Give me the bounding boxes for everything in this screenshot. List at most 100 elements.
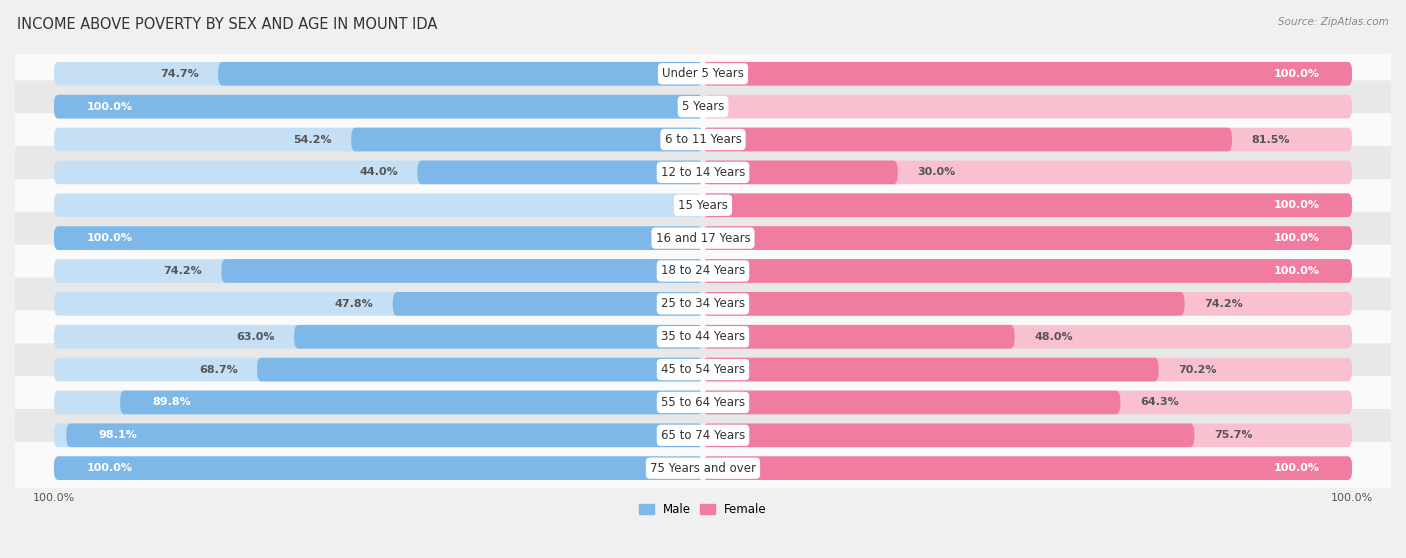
- FancyBboxPatch shape: [0, 409, 1406, 461]
- Text: 55 to 64 Years: 55 to 64 Years: [661, 396, 745, 409]
- FancyBboxPatch shape: [703, 358, 1159, 382]
- Text: 47.8%: 47.8%: [335, 299, 373, 309]
- FancyBboxPatch shape: [0, 277, 1406, 330]
- FancyBboxPatch shape: [703, 259, 1353, 283]
- FancyBboxPatch shape: [703, 227, 1353, 250]
- Text: 35 to 44 Years: 35 to 44 Years: [661, 330, 745, 343]
- FancyBboxPatch shape: [257, 358, 703, 382]
- Text: 74.2%: 74.2%: [1204, 299, 1243, 309]
- Text: 70.2%: 70.2%: [1178, 364, 1216, 374]
- Text: 100.0%: 100.0%: [1274, 69, 1320, 79]
- Text: Source: ZipAtlas.com: Source: ZipAtlas.com: [1278, 17, 1389, 27]
- Text: 16 and 17 Years: 16 and 17 Years: [655, 232, 751, 244]
- Text: 75.7%: 75.7%: [1213, 430, 1253, 440]
- FancyBboxPatch shape: [294, 325, 703, 349]
- FancyBboxPatch shape: [0, 146, 1406, 199]
- Text: 54.2%: 54.2%: [292, 134, 332, 145]
- FancyBboxPatch shape: [0, 47, 1406, 100]
- Text: 68.7%: 68.7%: [198, 364, 238, 374]
- FancyBboxPatch shape: [53, 62, 703, 85]
- Text: 89.8%: 89.8%: [153, 397, 191, 407]
- FancyBboxPatch shape: [53, 391, 703, 414]
- Text: 15 Years: 15 Years: [678, 199, 728, 211]
- FancyBboxPatch shape: [418, 161, 703, 184]
- FancyBboxPatch shape: [703, 325, 1353, 349]
- FancyBboxPatch shape: [0, 113, 1406, 166]
- FancyBboxPatch shape: [703, 161, 1353, 184]
- FancyBboxPatch shape: [703, 95, 1353, 118]
- Text: 5 Years: 5 Years: [682, 100, 724, 113]
- Text: 25 to 34 Years: 25 to 34 Years: [661, 297, 745, 310]
- Text: 30.0%: 30.0%: [917, 167, 956, 177]
- Text: 18 to 24 Years: 18 to 24 Years: [661, 264, 745, 277]
- Text: 74.2%: 74.2%: [163, 266, 202, 276]
- FancyBboxPatch shape: [53, 456, 703, 480]
- Text: 6 to 11 Years: 6 to 11 Years: [665, 133, 741, 146]
- Text: 65 to 74 Years: 65 to 74 Years: [661, 429, 745, 442]
- FancyBboxPatch shape: [53, 194, 703, 217]
- FancyBboxPatch shape: [352, 128, 703, 151]
- Text: INCOME ABOVE POVERTY BY SEX AND AGE IN MOUNT IDA: INCOME ABOVE POVERTY BY SEX AND AGE IN M…: [17, 17, 437, 32]
- FancyBboxPatch shape: [703, 62, 1353, 85]
- FancyBboxPatch shape: [703, 358, 1353, 382]
- Text: Under 5 Years: Under 5 Years: [662, 68, 744, 80]
- FancyBboxPatch shape: [53, 424, 703, 447]
- Text: 64.3%: 64.3%: [1140, 397, 1178, 407]
- FancyBboxPatch shape: [53, 95, 703, 118]
- Text: 98.1%: 98.1%: [98, 430, 138, 440]
- Text: 100.0%: 100.0%: [1274, 233, 1320, 243]
- Legend: Male, Female: Male, Female: [634, 499, 772, 521]
- FancyBboxPatch shape: [703, 391, 1353, 414]
- FancyBboxPatch shape: [53, 292, 703, 316]
- FancyBboxPatch shape: [53, 227, 703, 250]
- FancyBboxPatch shape: [703, 128, 1232, 151]
- Text: 48.0%: 48.0%: [1033, 331, 1073, 341]
- FancyBboxPatch shape: [392, 292, 703, 316]
- Text: 100.0%: 100.0%: [86, 233, 132, 243]
- FancyBboxPatch shape: [53, 358, 703, 382]
- FancyBboxPatch shape: [703, 292, 1185, 316]
- Text: 12 to 14 Years: 12 to 14 Years: [661, 166, 745, 179]
- Text: 75 Years and over: 75 Years and over: [650, 461, 756, 475]
- Text: 100.0%: 100.0%: [1274, 463, 1320, 473]
- Text: 63.0%: 63.0%: [236, 331, 274, 341]
- FancyBboxPatch shape: [0, 179, 1406, 232]
- Text: 100.0%: 100.0%: [86, 463, 132, 473]
- FancyBboxPatch shape: [0, 310, 1406, 363]
- FancyBboxPatch shape: [703, 62, 1353, 85]
- FancyBboxPatch shape: [703, 292, 1353, 316]
- FancyBboxPatch shape: [703, 456, 1353, 480]
- Text: 74.7%: 74.7%: [160, 69, 198, 79]
- FancyBboxPatch shape: [53, 161, 703, 184]
- FancyBboxPatch shape: [53, 259, 703, 283]
- FancyBboxPatch shape: [703, 424, 1194, 447]
- Text: 44.0%: 44.0%: [359, 167, 398, 177]
- FancyBboxPatch shape: [0, 80, 1406, 133]
- Text: 45 to 54 Years: 45 to 54 Years: [661, 363, 745, 376]
- FancyBboxPatch shape: [703, 194, 1353, 217]
- Text: 100.0%: 100.0%: [86, 102, 132, 112]
- FancyBboxPatch shape: [703, 456, 1353, 480]
- FancyBboxPatch shape: [218, 62, 703, 85]
- FancyBboxPatch shape: [703, 259, 1353, 283]
- FancyBboxPatch shape: [53, 95, 703, 118]
- FancyBboxPatch shape: [0, 442, 1406, 494]
- FancyBboxPatch shape: [53, 128, 703, 151]
- FancyBboxPatch shape: [53, 227, 703, 250]
- FancyBboxPatch shape: [703, 325, 1015, 349]
- FancyBboxPatch shape: [703, 391, 1121, 414]
- FancyBboxPatch shape: [66, 424, 703, 447]
- FancyBboxPatch shape: [53, 325, 703, 349]
- FancyBboxPatch shape: [0, 343, 1406, 396]
- FancyBboxPatch shape: [703, 128, 1353, 151]
- Text: 100.0%: 100.0%: [1274, 200, 1320, 210]
- Text: 100.0%: 100.0%: [1274, 266, 1320, 276]
- FancyBboxPatch shape: [703, 227, 1353, 250]
- FancyBboxPatch shape: [703, 161, 897, 184]
- Text: 81.5%: 81.5%: [1251, 134, 1289, 145]
- FancyBboxPatch shape: [221, 259, 703, 283]
- FancyBboxPatch shape: [703, 194, 1353, 217]
- FancyBboxPatch shape: [703, 424, 1353, 447]
- FancyBboxPatch shape: [120, 391, 703, 414]
- FancyBboxPatch shape: [53, 456, 703, 480]
